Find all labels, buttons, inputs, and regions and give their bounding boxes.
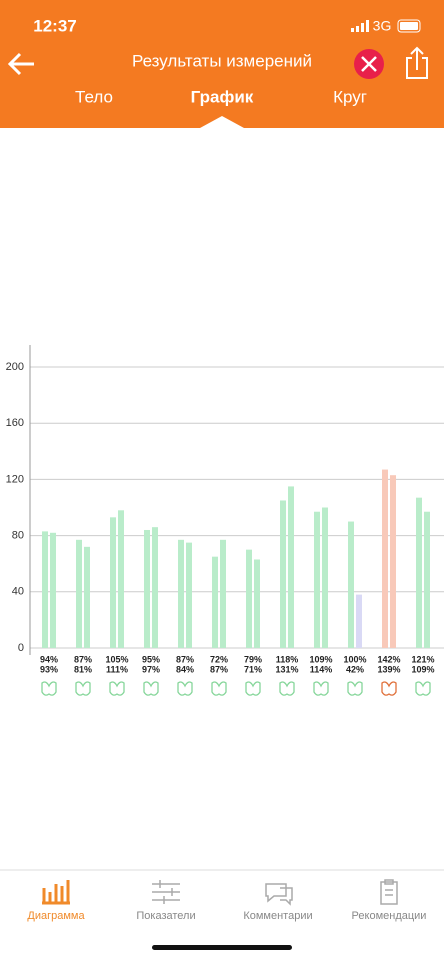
signal bbox=[351, 20, 369, 32]
bar-label: 109% bbox=[309, 654, 332, 664]
y-tick-label: 200 bbox=[6, 361, 24, 373]
bar bbox=[110, 517, 116, 648]
bar bbox=[390, 475, 396, 648]
nav-item[interactable]: Рекомендации bbox=[352, 910, 427, 922]
tab-active[interactable]: График bbox=[191, 87, 254, 106]
bar-label: 72% bbox=[210, 654, 228, 664]
bar-label: 109% bbox=[411, 664, 434, 674]
network: 3G bbox=[373, 18, 392, 34]
y-tick-label: 120 bbox=[6, 473, 24, 485]
organ-icon bbox=[313, 681, 329, 696]
bar-label: 93% bbox=[40, 664, 58, 674]
bar-label: 97% bbox=[142, 664, 160, 674]
bar bbox=[288, 486, 294, 648]
y-tick-label: 40 bbox=[12, 586, 24, 598]
back-button[interactable] bbox=[7, 52, 34, 76]
bar bbox=[212, 556, 218, 648]
time: 12:37 bbox=[33, 16, 76, 35]
bar bbox=[220, 539, 226, 648]
organ-icon bbox=[347, 681, 363, 696]
bar-label: 139% bbox=[377, 664, 400, 674]
bar-label: 142% bbox=[377, 654, 400, 664]
bar bbox=[254, 559, 260, 648]
bar-label: 111% bbox=[106, 664, 128, 674]
bar bbox=[246, 549, 252, 648]
organ-icon bbox=[245, 681, 261, 696]
close-button[interactable] bbox=[354, 49, 384, 79]
bar bbox=[152, 527, 158, 648]
bar bbox=[280, 500, 286, 648]
bar bbox=[42, 531, 48, 648]
battery bbox=[397, 19, 421, 33]
bar-label: 42% bbox=[346, 664, 364, 674]
bar-label: 87% bbox=[74, 654, 92, 664]
header-title: Результаты измерений bbox=[132, 51, 312, 70]
bar bbox=[424, 511, 430, 648]
bar bbox=[178, 539, 184, 648]
nav-item[interactable]: Показатели bbox=[136, 910, 195, 922]
organ-icon bbox=[211, 681, 227, 696]
organ-icon bbox=[143, 681, 159, 696]
bar-label: 114% bbox=[310, 664, 333, 674]
bar-label: 100% bbox=[343, 654, 366, 664]
organ-icon bbox=[177, 681, 193, 696]
nav-item-active[interactable]: Диаграмма bbox=[27, 910, 85, 922]
tab-pointer bbox=[200, 116, 244, 128]
bar-label: 131% bbox=[275, 664, 298, 674]
bar-label: 94% bbox=[40, 654, 58, 664]
bar-label: 105% bbox=[105, 654, 128, 664]
bar bbox=[84, 546, 90, 648]
y-tick-label: 80 bbox=[12, 530, 24, 542]
bar bbox=[186, 542, 192, 648]
bar-label: 121% bbox=[411, 654, 434, 664]
bar bbox=[118, 510, 124, 648]
organ-icon bbox=[41, 681, 57, 696]
organ-icon bbox=[415, 681, 431, 696]
organ-icon bbox=[381, 681, 397, 696]
bar-label: 71% bbox=[244, 664, 262, 674]
tab[interactable]: Круг bbox=[333, 87, 367, 106]
bar bbox=[314, 511, 320, 648]
bar-label: 118% bbox=[276, 654, 299, 664]
nav-item[interactable]: Комментарии bbox=[243, 910, 312, 922]
bar-label: 79% bbox=[244, 654, 262, 664]
bar-label: 87% bbox=[210, 664, 228, 674]
bar-label: 84% bbox=[176, 664, 194, 674]
bar-label: 81% bbox=[74, 664, 92, 674]
y-tick-label: 0 bbox=[18, 642, 24, 654]
share-button[interactable] bbox=[406, 46, 428, 79]
bar bbox=[356, 594, 362, 648]
organ-icon bbox=[75, 681, 91, 696]
bar bbox=[348, 521, 354, 648]
battery-level bbox=[400, 22, 418, 30]
y-tick-label: 160 bbox=[6, 417, 24, 429]
organ-icon bbox=[109, 681, 125, 696]
bar-label: 95% bbox=[142, 654, 160, 664]
chart: 0408012016020094%93%87%81%105%111%95%97%… bbox=[6, 345, 444, 696]
bar bbox=[50, 532, 56, 648]
bar bbox=[382, 469, 388, 648]
bar bbox=[322, 507, 328, 648]
home-indicator bbox=[152, 945, 292, 950]
bar-label: 87% bbox=[176, 654, 194, 664]
bar bbox=[416, 497, 422, 648]
bar bbox=[144, 529, 150, 648]
organ-icon bbox=[279, 681, 295, 696]
bar bbox=[76, 539, 82, 648]
nav-icons bbox=[42, 879, 398, 906]
tab[interactable]: Тело bbox=[75, 87, 113, 106]
